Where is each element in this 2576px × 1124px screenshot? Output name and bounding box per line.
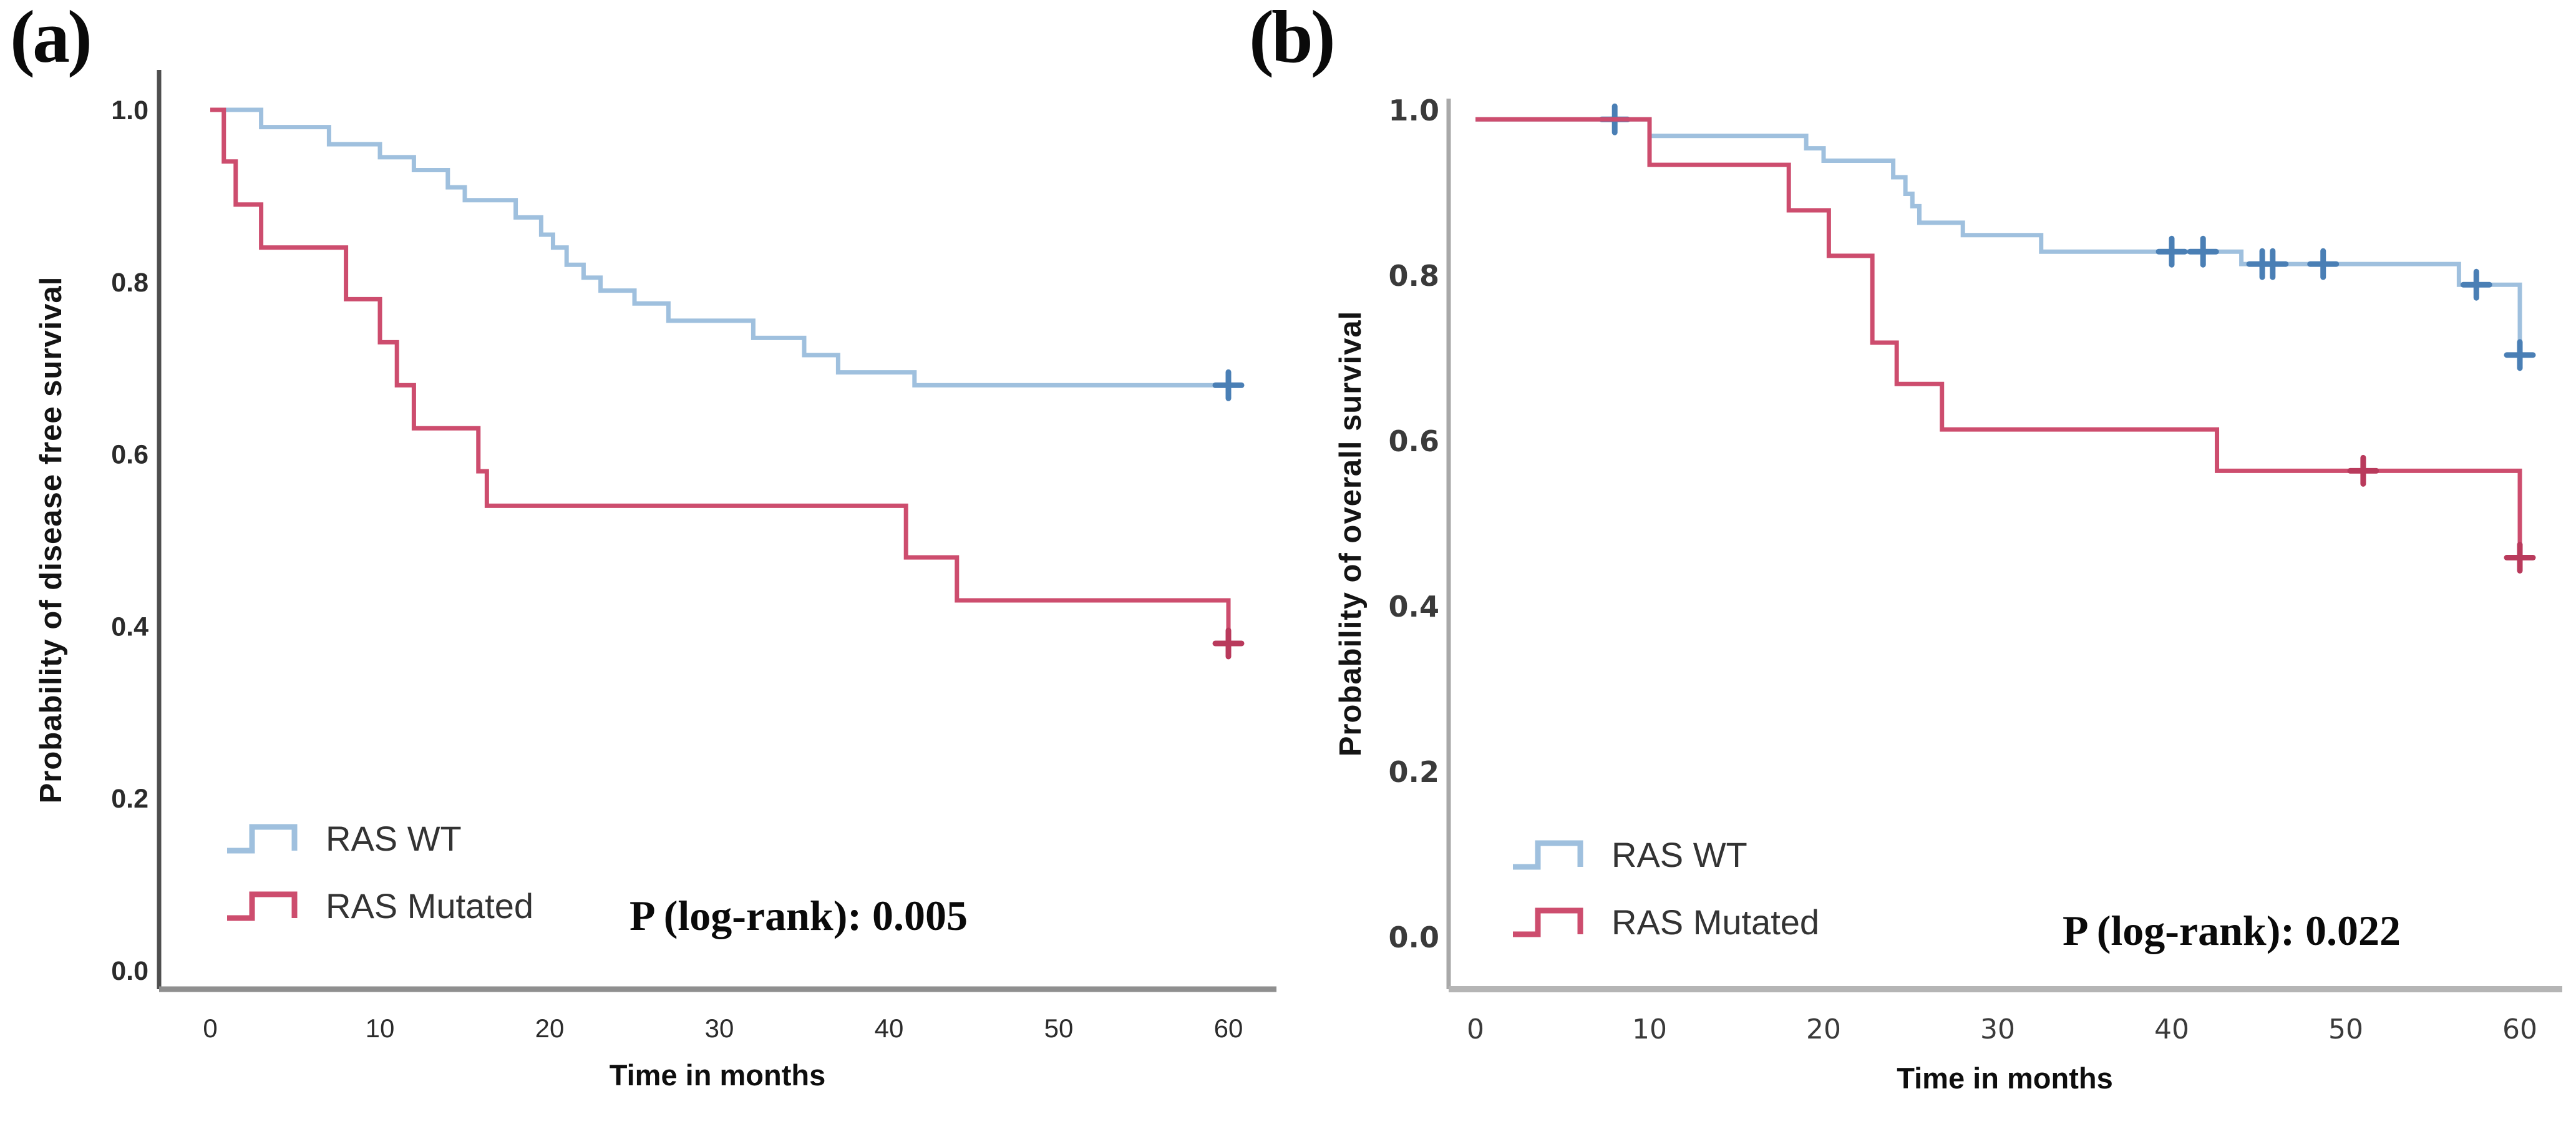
km-plot-overall-survival: 1.0 0.8 0.6 0.4 0.2 0.0 0 10 20 30 40 50 60 (1389, 94, 2562, 1045)
y-tick-label: 0.2 (111, 784, 148, 814)
step-line-icon (227, 824, 298, 854)
x-tick-label: 40 (875, 1014, 904, 1043)
legend-item-ras-wt: RAS WT (225, 813, 533, 864)
step-line-icon (227, 891, 298, 921)
legend-label-ras-mutated: RAS Mutated (326, 886, 534, 926)
panel-b-label: (b) (1249, 0, 1336, 78)
x-tick-label: 0 (203, 1014, 217, 1043)
step-line-icon (1513, 907, 1583, 937)
y-axis-title: Probability of overall survival (1334, 310, 1368, 757)
x-tick-label: 50 (1044, 1014, 1074, 1043)
y-tick-label: 0.0 (1389, 921, 1440, 954)
ras-mutated-line-sample-icon (227, 891, 298, 921)
legend-label-ras-wt: RAS WT (1611, 834, 1747, 874)
x-tick-label: 10 (1632, 1014, 1667, 1045)
legend: RAS WT RAS Mutated (1510, 829, 1819, 947)
km-plot-disease-free-survival: 1.0 0.8 0.6 0.4 0.2 0.0 0 10 20 30 40 50 60 (111, 70, 1276, 1043)
y-tick-label: 0.0 (111, 956, 148, 986)
y-tick-label: 1.0 (1389, 94, 1440, 127)
y-tick-label: 0.4 (111, 612, 148, 642)
x-tick-label: 30 (705, 1014, 734, 1043)
panel-a-label: (a) (10, 0, 92, 78)
y-tick-label: 1.0 (111, 95, 148, 125)
km-curve-ras-mutated (1475, 117, 2522, 558)
panel-disease-free-survival: 1.0 0.8 0.6 0.4 0.2 0.0 0 10 20 30 40 50 60 Probabil… (34, 70, 1276, 1092)
ras-wt-line-sample-icon (1513, 840, 1583, 870)
x-tick-label: 20 (1806, 1014, 1841, 1045)
p-value-text: P (log-rank): 0.022 (2062, 907, 2401, 954)
y-tick-label: 0.8 (111, 268, 148, 298)
legend: RAS WT RAS Mutated (225, 813, 533, 931)
y-tick-label: 0.4 (1389, 590, 1440, 623)
y-tick-label: 0.6 (1389, 424, 1440, 458)
y-tick-label: 0.6 (111, 440, 148, 470)
legend-label-ras-wt: RAS WT (326, 818, 462, 858)
x-tick-label: 40 (2154, 1014, 2189, 1045)
x-tick-label: 30 (1980, 1014, 2015, 1045)
y-tick-label: 0.8 (1389, 259, 1440, 293)
y-tick-label: 0.2 (1389, 755, 1440, 789)
step-line-icon (1513, 840, 1583, 870)
km-curve-ras-wt (1475, 117, 2522, 355)
y-axis-title: Probability of disease free survival (34, 276, 68, 804)
x-tick-label: 0 (1467, 1014, 1484, 1045)
x-tick-label: 20 (535, 1014, 565, 1043)
p-value-text: P (log-rank): 0.005 (629, 892, 968, 939)
x-axis-title: Time in months (609, 1058, 826, 1092)
legend-item-ras-wt: RAS WT (1510, 829, 1819, 880)
x-tick-label: 50 (2328, 1014, 2363, 1045)
legend-item-ras-mutated: RAS Mutated (225, 880, 533, 931)
legend-item-ras-mutated: RAS Mutated (1510, 896, 1819, 947)
x-axis-title: Time in months (1897, 1062, 2113, 1095)
km-curve-ras-mutated (210, 107, 1231, 643)
legend-label-ras-mutated: RAS Mutated (1611, 902, 1820, 942)
x-tick-label: 60 (2502, 1014, 2537, 1045)
panel-overall-survival: 1.0 0.8 0.6 0.4 0.2 0.0 0 10 20 30 40 50 60 Probabil… (1288, 0, 2576, 1124)
x-tick-label: 10 (366, 1014, 395, 1043)
ras-mutated-line-sample-icon (1513, 907, 1583, 937)
ras-wt-line-sample-icon (227, 824, 298, 854)
km-curve-ras-wt (210, 107, 1228, 388)
x-tick-label: 60 (1214, 1014, 1243, 1043)
